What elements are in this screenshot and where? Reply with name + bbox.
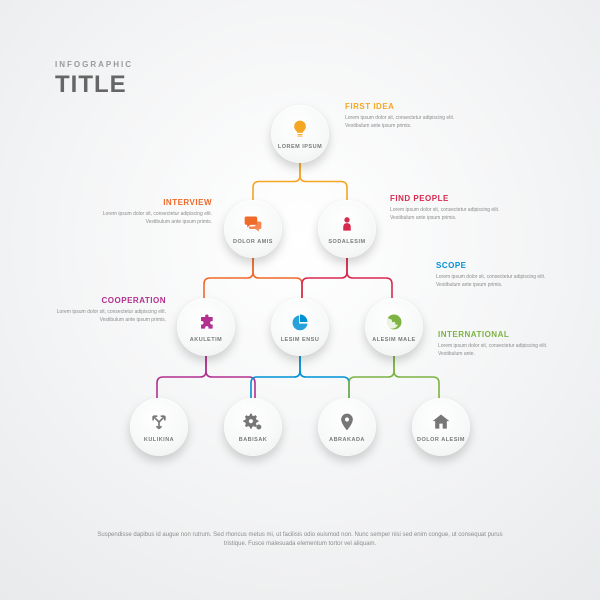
callout-body: Lorem ipsum dolor sit, consectetur adipi… — [436, 274, 566, 289]
edge — [253, 162, 300, 201]
callout-title: INTERNATIONAL — [438, 330, 568, 339]
callout-c6: INTERNATIONAL Lorem ipsum dolor sit, cons… — [438, 330, 568, 358]
edge — [300, 355, 349, 399]
pin-icon — [337, 412, 357, 432]
callout-c2: INTERVIEW Lorem ipsum dolor sit, consecte… — [82, 198, 212, 226]
edge — [349, 355, 394, 399]
node-n3c: ALESIM MALE — [365, 298, 423, 356]
puzzle-icon — [196, 312, 216, 332]
callout-body: Lorem ipsum dolor sit, consectetur adipi… — [345, 115, 475, 130]
callout-title: INTERVIEW — [82, 198, 212, 207]
edge — [157, 355, 206, 399]
gears-icon — [243, 412, 263, 432]
node-label: KULIKINA — [144, 437, 174, 443]
node-n4a: KULIKINA — [130, 398, 188, 456]
edge — [251, 355, 300, 399]
callout-c5: COOPERATION Lorem ipsum dolor sit, consec… — [36, 296, 166, 324]
node-n3a: AKULETIM — [177, 298, 235, 356]
callout-title: FIND PEOPLE — [390, 194, 520, 203]
arrows-icon — [149, 412, 169, 432]
callout-c4: SCOPE Lorem ipsum dolor sit, consectetur … — [436, 261, 566, 289]
person-icon — [337, 214, 357, 234]
node-label: LOREM IPSUM — [278, 144, 322, 150]
footer-body: Suspendisse dapibus id augue non rutrum.… — [90, 531, 510, 550]
node-n4b: BABISAK — [224, 398, 282, 456]
callout-body: Lorem ipsum dolor sit, consectetur adipi… — [82, 211, 212, 226]
edge — [347, 257, 392, 299]
node-label: AKULETIM — [190, 337, 222, 343]
node-label: LESIM ENSU — [281, 337, 320, 343]
edge — [206, 355, 255, 399]
edge — [204, 257, 253, 299]
chat-icon — [243, 214, 263, 234]
callout-c3: FIND PEOPLE Lorem ipsum dolor sit, consec… — [390, 194, 520, 222]
edge — [302, 257, 347, 299]
node-n1: LOREM IPSUM — [271, 105, 329, 163]
home-icon — [431, 412, 451, 432]
callout-title: COOPERATION — [36, 296, 166, 305]
edge — [394, 355, 439, 399]
node-n2a: DOLOR AMIS — [224, 200, 282, 258]
node-label: BABISAK — [239, 437, 268, 443]
footer: Suspendisse dapibus id augue non rutrum.… — [90, 531, 510, 550]
node-n3b: LESIM ENSU — [271, 298, 329, 356]
node-label: SODALESIM — [328, 239, 365, 245]
edge — [253, 257, 302, 299]
pie-icon — [290, 312, 310, 332]
node-n2b: SODALESIM — [318, 200, 376, 258]
node-label: DOLOR AMIS — [233, 239, 273, 245]
callout-body: Lorem ipsum dolor sit, consectetur adipi… — [36, 309, 166, 324]
header: INFOGRAPHIC TITLE — [55, 60, 133, 99]
node-n4c: ABRAKADA — [318, 398, 376, 456]
node-label: DOLOR ALESIM — [417, 437, 465, 443]
header-eyebrow: INFOGRAPHIC — [55, 60, 133, 69]
callout-title: FIRST IDEA — [345, 102, 475, 111]
callout-c1: FIRST IDEA Lorem ipsum dolor sit, consect… — [345, 102, 475, 130]
callout-body: Lorem ipsum dolor sit, consectetur adipi… — [390, 207, 520, 222]
globe-icon — [384, 312, 404, 332]
node-label: ABRAKADA — [329, 437, 365, 443]
node-label: ALESIM MALE — [372, 337, 415, 343]
callout-body: Lorem ipsum dolor sit, consectetur adipi… — [438, 343, 568, 358]
callout-title: SCOPE — [436, 261, 566, 270]
node-n4d: DOLOR ALESIM — [412, 398, 470, 456]
header-title: TITLE — [55, 71, 133, 99]
bulb-icon — [290, 119, 310, 139]
edge — [300, 162, 347, 201]
